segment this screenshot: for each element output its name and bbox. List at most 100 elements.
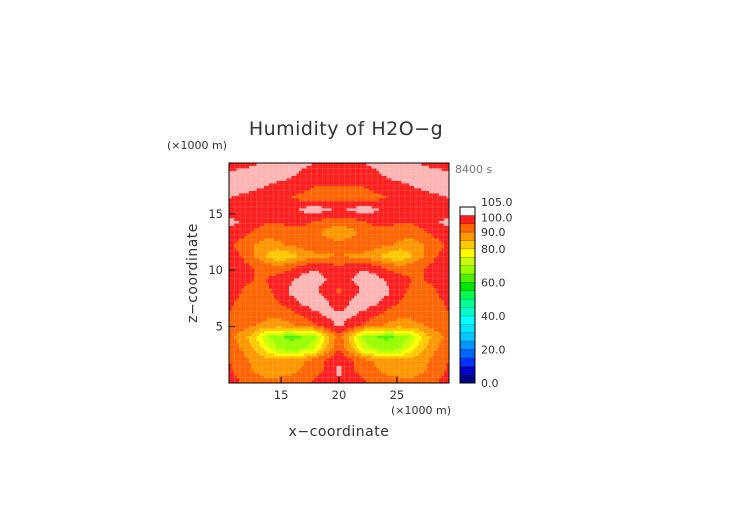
field-cell (381, 245, 385, 249)
field-cell (281, 375, 285, 379)
field-cell (236, 373, 240, 376)
field-cell (351, 325, 355, 329)
field-cell (319, 278, 322, 281)
field-cell (331, 350, 335, 354)
field-cell (351, 275, 355, 279)
field-cell (261, 370, 265, 374)
field-cell (246, 378, 250, 381)
field-cell (371, 260, 375, 264)
field-cell (279, 323, 282, 326)
field-cell (259, 243, 262, 246)
field-cell (241, 258, 245, 261)
field-cell (361, 278, 365, 281)
field-cell (241, 375, 245, 379)
field-cell (294, 323, 297, 326)
field-cell (361, 338, 365, 341)
field-cell (374, 368, 377, 371)
field-cell (321, 300, 325, 304)
field-cell (369, 375, 372, 379)
field-cell (244, 313, 247, 316)
field-cell (244, 328, 247, 331)
field-cell (356, 275, 360, 279)
field-cell (436, 348, 440, 351)
field-cell (376, 373, 380, 376)
field-cell (266, 280, 270, 284)
field-cell (271, 328, 275, 331)
field-cell (296, 348, 300, 351)
field-cell (326, 245, 330, 249)
field-cell (406, 313, 410, 316)
field-cell (316, 298, 320, 301)
field-cell (264, 328, 267, 331)
field-cell (376, 353, 380, 356)
field-cell (279, 363, 282, 366)
field-cell (356, 343, 360, 346)
field-cell (446, 283, 450, 286)
field-cell (229, 275, 232, 279)
field-cell (446, 323, 450, 326)
field-cell (229, 348, 232, 351)
field-cell (351, 343, 355, 346)
field-cell (294, 340, 297, 344)
field-cell (296, 353, 300, 356)
field-cell (291, 353, 295, 356)
field-cell (331, 338, 335, 341)
field-cell (361, 253, 365, 256)
field-cell (229, 258, 232, 261)
field-cell (401, 288, 405, 291)
field-cell (334, 250, 337, 254)
field-cell (239, 310, 242, 314)
field-cell (351, 345, 355, 349)
field-cell (244, 248, 247, 251)
field-cell (381, 290, 385, 294)
field-cell (281, 240, 285, 244)
field-cell (284, 318, 287, 321)
field-cell (304, 285, 307, 289)
field-cell (289, 285, 292, 289)
field-cell (429, 290, 432, 294)
field-cell (284, 365, 287, 369)
field-cell (356, 313, 360, 316)
field-cell (369, 290, 372, 294)
field-cell (274, 318, 277, 321)
field-cell (329, 323, 332, 326)
field-cell (404, 368, 407, 371)
field-cell (344, 363, 347, 366)
field-cell (431, 273, 435, 276)
field-cell (306, 335, 310, 339)
field-cell (434, 248, 437, 251)
field-cell (296, 275, 300, 279)
field-cell (391, 325, 395, 329)
field-cell (296, 368, 300, 371)
field-cell (306, 315, 310, 319)
field-cell (366, 323, 370, 326)
field-cell (369, 310, 372, 314)
field-cell (274, 380, 277, 384)
field-cell (279, 320, 282, 324)
field-cell (271, 253, 275, 256)
field-cell (406, 363, 410, 366)
field-cell (266, 333, 270, 336)
field-cell (299, 253, 302, 256)
field-cell (244, 290, 247, 294)
field-cell (294, 270, 297, 274)
field-cell (344, 380, 347, 384)
field-cell (389, 285, 392, 289)
field-cell (426, 325, 430, 329)
field-cell (376, 255, 380, 259)
field-cell (441, 350, 445, 354)
field-cell (389, 328, 392, 331)
field-cell (241, 323, 245, 326)
field-cell (279, 330, 282, 334)
field-cell (274, 273, 277, 276)
field-cell (254, 350, 257, 354)
field-cell (366, 370, 370, 374)
field-cell (384, 363, 387, 366)
field-cell (266, 265, 270, 269)
field-cell (414, 358, 417, 361)
field-cell (374, 378, 377, 381)
field-cell (334, 348, 337, 351)
field-cell (341, 338, 345, 341)
field-cell (369, 255, 372, 259)
field-cell (376, 318, 380, 321)
